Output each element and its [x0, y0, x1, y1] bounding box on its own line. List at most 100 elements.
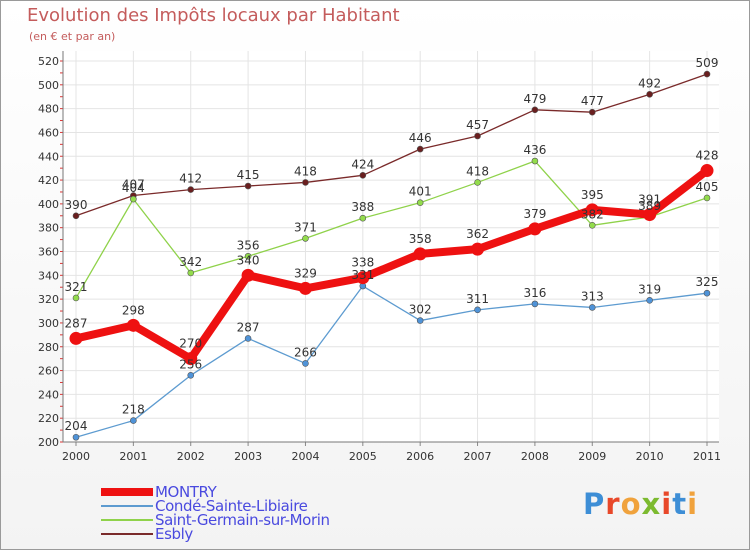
data-label-montry: 329 — [294, 266, 317, 280]
data-label-montry: 340 — [237, 253, 260, 267]
data-point-montry — [184, 352, 198, 366]
y-tick-label: 360 — [38, 246, 59, 259]
data-label-montry: 428 — [696, 149, 719, 163]
data-point-esbly — [646, 91, 653, 98]
data-label-esbly: 407 — [122, 178, 145, 192]
data-point-cond-sainte-libiaire — [531, 300, 539, 308]
legend-label: Esbly — [155, 525, 193, 543]
x-tick-label: 2008 — [521, 450, 549, 463]
data-point-cond-sainte-libiaire — [474, 306, 481, 314]
x-tick-label: 2000 — [62, 450, 90, 463]
data-label-cond-sainte-libiaire: 331 — [351, 268, 374, 282]
data-point-montry — [241, 268, 255, 282]
data-point-montry — [643, 208, 657, 222]
data-point-saint-germain-sur-morin — [359, 214, 367, 222]
data-point-esbly — [474, 132, 481, 140]
y-tick-label: 260 — [38, 365, 59, 378]
x-tick-label: 2003 — [234, 450, 262, 463]
data-label-montry: 358 — [409, 232, 432, 246]
data-point-cond-sainte-libiaire — [416, 317, 424, 324]
data-point-montry — [356, 271, 370, 285]
legend: MONTRY Condé-Sainte-Libiaire Saint-Germain… — [101, 483, 361, 543]
data-point-esbly — [244, 182, 252, 190]
data-point-montry — [413, 247, 427, 261]
data-label-saint-germain-sur-morin: 321 — [65, 280, 88, 294]
x-tick-label: 2002 — [177, 450, 205, 463]
data-point-esbly — [302, 179, 309, 186]
data-label-saint-germain-sur-morin: 436 — [523, 143, 546, 157]
y-tick-label: 220 — [38, 412, 59, 425]
legend-item-cond-sainte-libiaire[interactable]: Condé-Sainte-Libiaire — [101, 497, 361, 515]
y-tick-label: 380 — [38, 222, 59, 235]
logo-letter: r — [605, 487, 621, 521]
data-label-saint-germain-sur-morin: 389 — [638, 199, 661, 213]
data-label-montry: 270 — [179, 337, 202, 351]
logo-letter: i — [661, 487, 673, 521]
data-point-saint-germain-sur-morin — [72, 294, 80, 302]
data-label-saint-germain-sur-morin: 382 — [581, 207, 604, 221]
logo-letter: o — [620, 487, 642, 521]
data-point-saint-germain-sur-morin — [531, 157, 539, 165]
data-label-cond-sainte-libiaire: 325 — [696, 275, 719, 289]
series-line-montry — [72, 166, 711, 363]
data-label-cond-sainte-libiaire: 311 — [466, 292, 489, 306]
y-tick-label: 340 — [38, 269, 59, 282]
y-tick-label: 520 — [38, 55, 59, 68]
data-point-montry — [585, 203, 599, 217]
x-tick-label: 2010 — [636, 450, 664, 463]
x-tick-label: 2005 — [349, 450, 377, 463]
data-point-cond-sainte-libiaire — [302, 360, 309, 367]
data-label-montry: 395 — [581, 188, 604, 202]
legend-item-esbly[interactable]: Esbly — [101, 525, 361, 543]
data-point-saint-germain-sur-morin — [302, 235, 309, 242]
y-tick-label: 320 — [38, 293, 59, 306]
x-tick-label: 2011 — [693, 450, 721, 463]
data-label-saint-germain-sur-morin: 371 — [294, 220, 317, 234]
data-label-saint-germain-sur-morin: 405 — [696, 180, 719, 194]
legend-swatch — [101, 505, 153, 507]
data-label-montry: 287 — [65, 316, 88, 330]
series-line-esbly — [75, 73, 708, 217]
logo-letter: i — [687, 487, 699, 521]
legend-item-saint-germain-sur-morin[interactable]: Saint-Germain-sur-Morin — [101, 511, 361, 529]
data-label-montry: 391 — [638, 193, 661, 207]
plot-area — [63, 51, 719, 442]
proxiti-logo: Proxiti — [583, 487, 698, 521]
data-point-esbly — [72, 212, 80, 220]
data-point-saint-germain-sur-morin — [187, 269, 195, 277]
y-tick-label: 480 — [38, 103, 59, 116]
data-point-montry — [528, 222, 542, 236]
data-label-montry: 379 — [523, 207, 546, 221]
data-point-esbly — [416, 145, 424, 153]
data-label-esbly: 415 — [237, 168, 260, 182]
y-tick-label: 460 — [38, 126, 59, 139]
y-tick-label: 500 — [38, 79, 59, 92]
legend-swatch — [101, 533, 153, 535]
data-point-esbly — [588, 108, 596, 116]
logo-letter: x — [641, 487, 662, 521]
chart-title: Evolution des Impôts locaux par Habitant — [27, 5, 400, 26]
data-point-montry — [298, 281, 312, 295]
data-point-saint-germain-sur-morin — [416, 199, 424, 206]
data-label-cond-sainte-libiaire: 287 — [237, 320, 260, 334]
data-label-esbly: 479 — [523, 92, 546, 106]
data-point-saint-germain-sur-morin — [130, 195, 137, 203]
data-label-saint-germain-sur-morin: 418 — [466, 164, 489, 178]
legend-swatch — [101, 488, 153, 496]
data-point-esbly — [531, 106, 539, 114]
legend-label: MONTRY — [155, 483, 217, 501]
legend-item-montry[interactable]: MONTRY — [101, 483, 361, 501]
data-label-saint-germain-sur-morin: 356 — [237, 238, 260, 252]
legend-label: Saint-Germain-sur-Morin — [155, 511, 330, 529]
y-tick-label: 200 — [38, 436, 59, 449]
x-tick-label: 2007 — [464, 450, 492, 463]
y-tick-label: 420 — [38, 174, 59, 187]
data-label-montry: 298 — [122, 303, 145, 317]
data-point-esbly — [359, 172, 367, 179]
data-point-saint-germain-sur-morin — [474, 179, 481, 186]
data-label-esbly: 492 — [638, 76, 661, 90]
data-label-montry: 362 — [466, 227, 489, 241]
data-label-cond-sainte-libiaire: 204 — [65, 419, 88, 433]
data-point-esbly — [703, 70, 711, 78]
